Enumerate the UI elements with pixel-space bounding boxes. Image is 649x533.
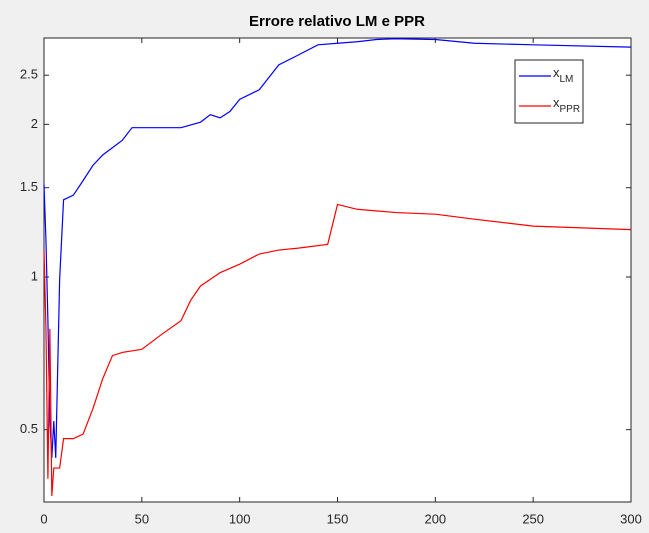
x-tick-label: 0 <box>40 511 47 526</box>
x-tick-label: 100 <box>229 511 251 526</box>
x-tick-label: 50 <box>135 511 149 526</box>
y-tick-label: 0.5 <box>20 421 38 436</box>
x-tick-label: 150 <box>327 511 349 526</box>
y-tick-label: 2.5 <box>20 67 38 82</box>
y-tick-label: 1 <box>31 268 38 283</box>
series-line <box>43 38 632 458</box>
x-tick-label: 300 <box>620 511 642 526</box>
x-tick-label: 250 <box>522 511 544 526</box>
series-line <box>43 203 632 497</box>
y-tick-label: 1.5 <box>20 179 38 194</box>
legend-label: xPPR <box>553 95 580 114</box>
y-tick-label: 2 <box>31 116 38 131</box>
legend-box <box>514 59 584 124</box>
chart-title: Errore relativo LM e PPR <box>249 13 425 30</box>
x-tick-label: 200 <box>424 511 446 526</box>
legend-label: xLM <box>553 65 573 84</box>
